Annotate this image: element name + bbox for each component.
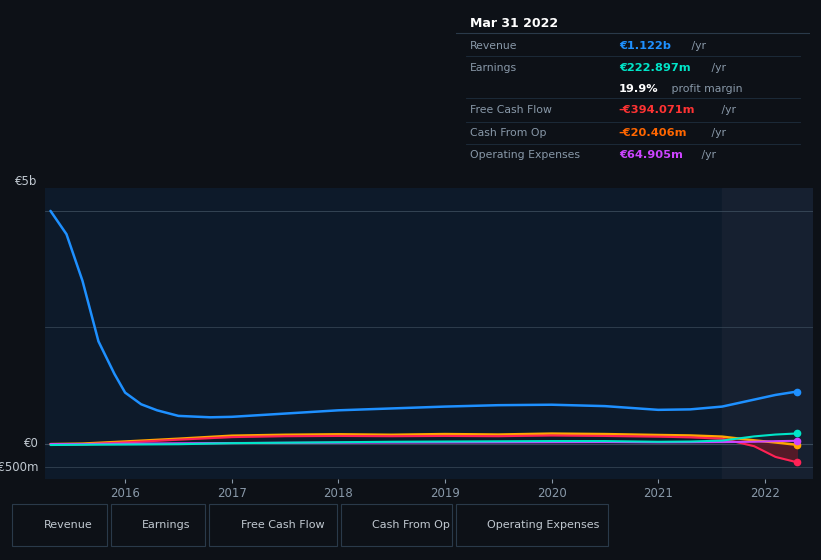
Text: €64.905m: €64.905m	[619, 151, 683, 161]
Text: Free Cash Flow: Free Cash Flow	[470, 105, 552, 114]
Bar	[722, 188, 818, 479]
Text: €5b: €5b	[15, 175, 37, 188]
Text: Free Cash Flow: Free Cash Flow	[241, 520, 324, 530]
Text: Cash From Op: Cash From Op	[470, 128, 546, 138]
Text: /yr: /yr	[709, 63, 727, 73]
Text: 19.9%: 19.9%	[619, 83, 658, 94]
Text: -€394.071m: -€394.071m	[619, 105, 695, 114]
Text: Cash From Op: Cash From Op	[372, 520, 450, 530]
Text: -€500m: -€500m	[0, 461, 39, 474]
Text: /yr: /yr	[688, 41, 706, 51]
Text: /yr: /yr	[718, 105, 736, 114]
Text: Operating Expenses: Operating Expenses	[487, 520, 599, 530]
Text: profit margin: profit margin	[668, 83, 743, 94]
Text: /yr: /yr	[709, 128, 727, 138]
Text: Earnings: Earnings	[142, 520, 190, 530]
Text: Revenue: Revenue	[44, 520, 92, 530]
Text: Earnings: Earnings	[470, 63, 517, 73]
Text: Revenue: Revenue	[470, 41, 517, 51]
Text: Operating Expenses: Operating Expenses	[470, 151, 580, 161]
Text: €1.122b: €1.122b	[619, 41, 671, 51]
Text: €222.897m: €222.897m	[619, 63, 690, 73]
Text: -€20.406m: -€20.406m	[619, 128, 687, 138]
Text: /yr: /yr	[698, 151, 716, 161]
Text: €0: €0	[24, 437, 39, 450]
Text: Mar 31 2022: Mar 31 2022	[470, 17, 558, 30]
